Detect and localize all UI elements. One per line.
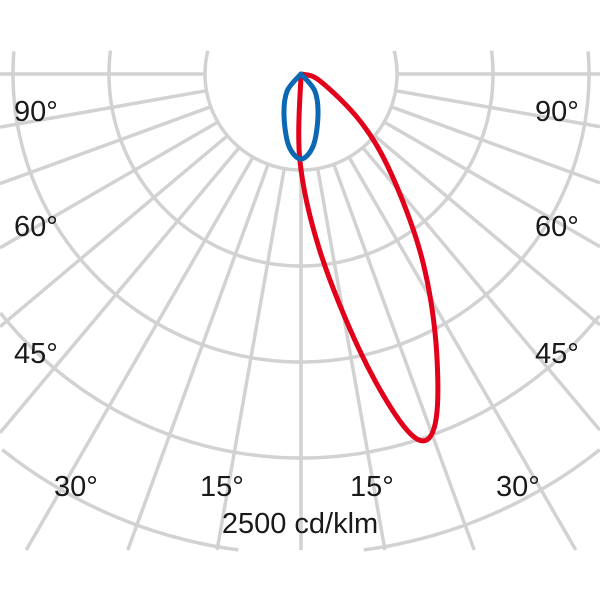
angle-label-right-45: 45°: [535, 338, 579, 370]
grid-radial: [0, 88, 207, 129]
grid-radial: [24, 156, 255, 551]
grid-radial: [395, 88, 600, 129]
angle-label-left-45: 45°: [14, 338, 58, 370]
grid-radial: [332, 163, 476, 551]
grid-radial: [347, 156, 578, 551]
angle-label-right-90: 90°: [535, 96, 579, 128]
angle-label-left-30: 30°: [54, 471, 98, 503]
grid-radial: [0, 105, 212, 186]
angle-label-right-60: 60°: [535, 211, 579, 243]
grid-ring: [107, 50, 495, 268]
grid-ring: [203, 50, 399, 172]
grid: [0, 50, 600, 552]
angle-label-left-60: 60°: [14, 211, 58, 243]
grid-ring: [11, 51, 591, 364]
angle-label-right-30: 30°: [496, 471, 540, 503]
angle-label-left-90: 90°: [14, 96, 58, 128]
grid-radial: [383, 120, 600, 249]
grid-radial: [0, 134, 229, 328]
angle-label-left-15: 15°: [200, 471, 244, 503]
unit-label: 2500 cd/klm: [221, 508, 379, 540]
angle-label-right-15: 15°: [350, 471, 394, 503]
grid-radial: [315, 168, 387, 551]
grid-radial: [215, 168, 287, 551]
grid-radial: [390, 105, 600, 185]
grid-radial: [373, 134, 600, 327]
series-curve-1: [296, 71, 441, 444]
grid-radial: [0, 120, 219, 250]
grid-radial: [126, 163, 270, 551]
series-curve-2: [281, 71, 321, 162]
grid-ring: [1, 448, 600, 552]
grid-radial: [0, 146, 241, 434]
